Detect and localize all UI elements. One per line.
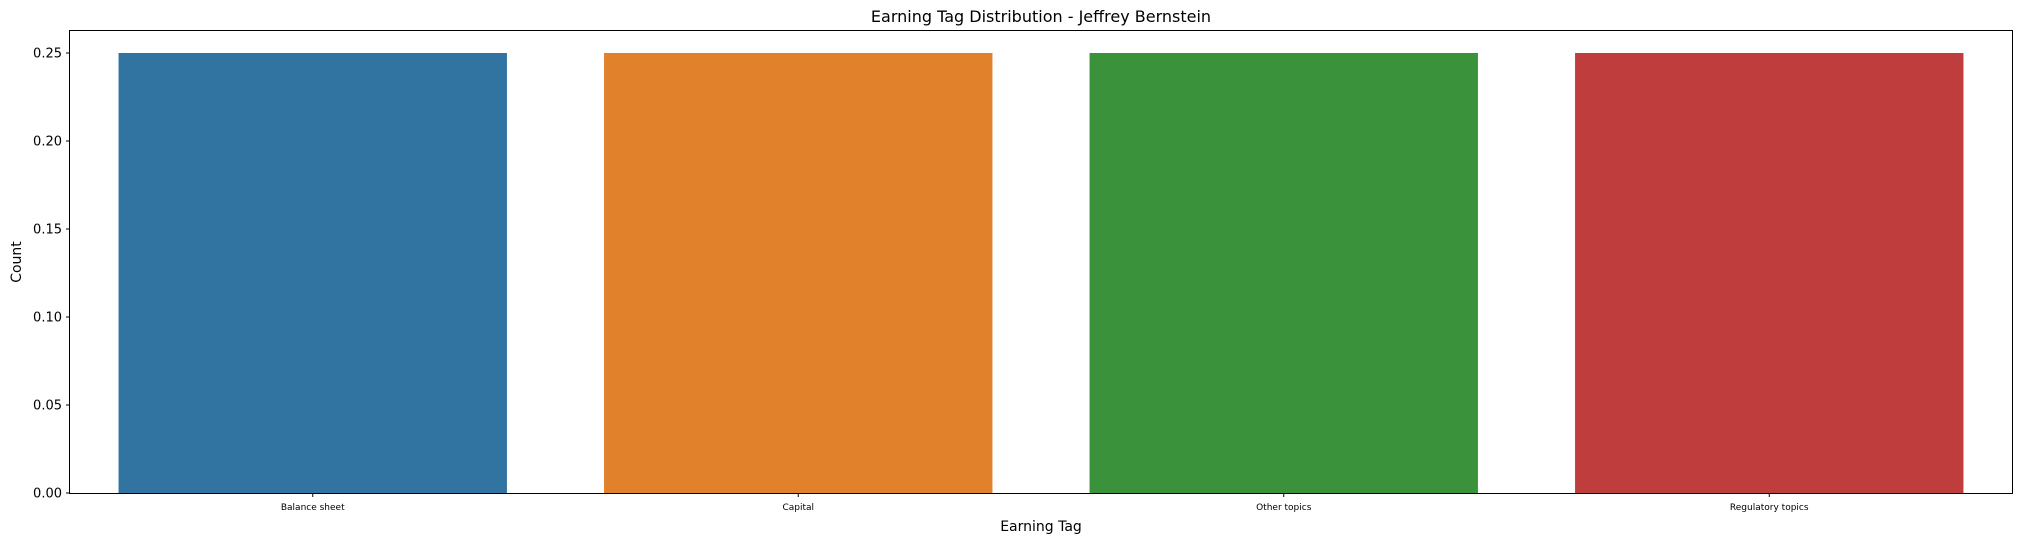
- y-tick-label: 0.20: [33, 135, 62, 150]
- y-axis-label: Count: [9, 241, 25, 283]
- bar-regulatory-topics: [1575, 53, 1964, 493]
- chart-title: Earning Tag Distribution - Jeffrey Berns…: [871, 7, 1211, 26]
- bar-capital: [604, 53, 993, 493]
- y-axis: 0.00 0.05 0.10 0.15 0.20 0.25: [33, 47, 70, 502]
- x-tick-label: Capital: [782, 503, 814, 513]
- y-tick-label: 0.00: [33, 487, 62, 502]
- bar-other-topics: [1089, 53, 1478, 493]
- x-tick-label: Regulatory topics: [1730, 503, 1809, 513]
- y-tick-label: 0.25: [33, 47, 62, 62]
- x-axis-label: Earning Tag: [1000, 519, 1082, 535]
- plot-frame: [69, 30, 2013, 494]
- y-tick-label: 0.15: [33, 223, 62, 238]
- bars-layer: [118, 53, 1964, 493]
- x-axis: Balance sheet Capital Other topics Regulato…: [281, 493, 1809, 513]
- x-tick-label: Other topics: [1256, 503, 1312, 513]
- y-tick-label: 0.05: [33, 399, 62, 414]
- x-tick-label: Balance sheet: [281, 503, 345, 513]
- bar-balance-sheet: [118, 53, 507, 493]
- y-tick-label: 0.10: [33, 311, 62, 326]
